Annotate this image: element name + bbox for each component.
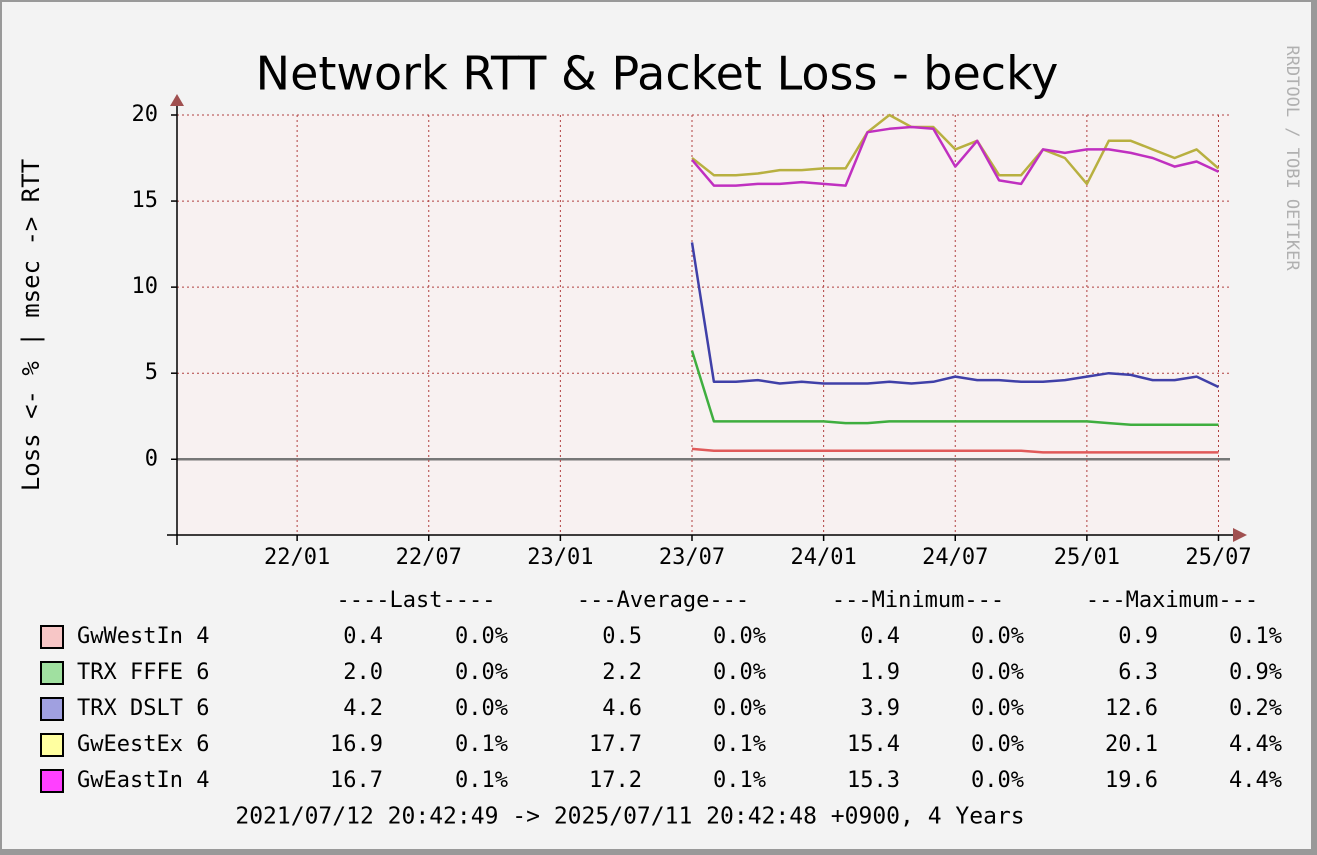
- legend-swatch: [40, 661, 64, 685]
- x-tick-label: 25/01: [1054, 545, 1120, 570]
- y-tick-label: 5: [145, 360, 158, 385]
- legend-label: GwEastIn 4: [77, 768, 209, 793]
- axes: [167, 94, 1247, 545]
- series-line: [691, 447, 1219, 454]
- series-line: [691, 125, 1220, 187]
- legend-swatch: [40, 769, 64, 793]
- legend-value: 12.6: [1105, 696, 1158, 721]
- legend-value: 0.0%: [455, 660, 508, 685]
- legend-value: 4.6: [602, 696, 642, 721]
- legend-header: ---Maximum---: [1086, 588, 1258, 613]
- x-tick-label: 24/01: [791, 545, 857, 570]
- legend-value: 2.2: [602, 660, 642, 685]
- series-line: [690, 350, 1219, 427]
- series-line: [691, 113, 1220, 186]
- legend-value: 1.9: [860, 660, 900, 685]
- legend-value: 0.0%: [971, 624, 1024, 649]
- legend-value: 0.0%: [455, 624, 508, 649]
- legend-value: 16.7: [330, 768, 383, 793]
- legend-value: 0.0%: [713, 624, 766, 649]
- y-axis-label: Loss <- % | msec -> RTT: [17, 159, 45, 491]
- border-shadow: [0, 850, 1317, 855]
- legend-value: 4.2: [343, 696, 383, 721]
- y-arrow: [170, 94, 184, 106]
- legend-value: 0.5: [602, 624, 642, 649]
- legend-value: 0.1%: [713, 732, 766, 757]
- series-line: [690, 242, 1220, 389]
- legend-value: 17.7: [589, 732, 642, 757]
- legend-header: ---Average---: [577, 588, 749, 613]
- legend-value: 0.0%: [971, 696, 1024, 721]
- legend-swatch: [40, 625, 64, 649]
- legend-value: 15.4: [847, 732, 900, 757]
- legend-value: 0.0%: [971, 732, 1024, 757]
- legend-value: 20.1: [1105, 732, 1158, 757]
- grid: 0 5 10 15 20 22/01 22/07 23/01 23/07 24/01 24/07 25…: [132, 102, 1252, 570]
- x-tick-label: 23/07: [659, 545, 725, 570]
- legend-value: 0.9: [1118, 624, 1158, 649]
- legend-header: ----Last----: [337, 588, 496, 613]
- legend-value: 15.3: [847, 768, 900, 793]
- x-tick-label: 25/07: [1185, 545, 1251, 570]
- legend-value: 0.0%: [455, 696, 508, 721]
- footer: 2021/07/12 20:42:49 -> 2025/07/11 20:42:…: [235, 804, 1024, 830]
- plot-area: [177, 115, 1230, 535]
- y-tick-label: 10: [132, 274, 159, 299]
- legend-value: 0.1%: [455, 732, 508, 757]
- legend-value: 3.9: [860, 696, 900, 721]
- legend-value: 0.1%: [455, 768, 508, 793]
- y-tick-label: 0: [145, 446, 158, 471]
- legend-value: 2.0: [343, 660, 383, 685]
- watermark: RRDTOOL / TOBI OETIKER: [1282, 45, 1302, 271]
- legend-value: 0.1%: [713, 768, 766, 793]
- legend-swatch: [40, 697, 64, 721]
- legend-label: TRX DSLT 6: [77, 696, 209, 721]
- x-tick-label: 24/07: [922, 545, 988, 570]
- chart-title: Network RTT & Packet Loss - becky: [256, 47, 1059, 101]
- legend-value: 0.0%: [713, 696, 766, 721]
- legend-header: ---Minimum---: [832, 588, 1004, 613]
- legend-value: 0.4: [860, 624, 900, 649]
- y-tick-label: 20: [132, 102, 159, 127]
- x-tick-label: 23/01: [527, 545, 593, 570]
- legend-value: 0.0%: [971, 660, 1024, 685]
- legend-value: 4.4%: [1229, 768, 1282, 793]
- legend-value: 6.3: [1118, 660, 1158, 685]
- lines: [690, 113, 1220, 454]
- legend-value: 0.4: [343, 624, 383, 649]
- legend-value: 0.2%: [1229, 696, 1282, 721]
- legend-value: 4.4%: [1229, 732, 1282, 757]
- x-tick-label: 22/07: [396, 545, 462, 570]
- legend-label: TRX FFFE 6: [77, 660, 209, 685]
- y-tick-label: 15: [132, 188, 159, 213]
- legend-value: 16.9: [330, 732, 383, 757]
- border-shadow: [1312, 0, 1317, 855]
- legend-label: GwWestIn 4: [77, 624, 209, 649]
- x-arrow: [1233, 528, 1247, 542]
- legend: ----Last---- ---Average--- ---Minimum--- --…: [40, 588, 1282, 793]
- legend-value: 0.1%: [1229, 624, 1282, 649]
- legend-value: 0.0%: [713, 660, 766, 685]
- legend-value: 0.9%: [1229, 660, 1282, 685]
- x-tick-label: 22/01: [264, 545, 330, 570]
- legend-label: GwEestEx 6: [77, 732, 209, 757]
- legend-value: 19.6: [1105, 768, 1158, 793]
- legend-value: 17.2: [589, 768, 642, 793]
- legend-value: 0.0%: [971, 768, 1024, 793]
- legend-swatch: [40, 733, 64, 757]
